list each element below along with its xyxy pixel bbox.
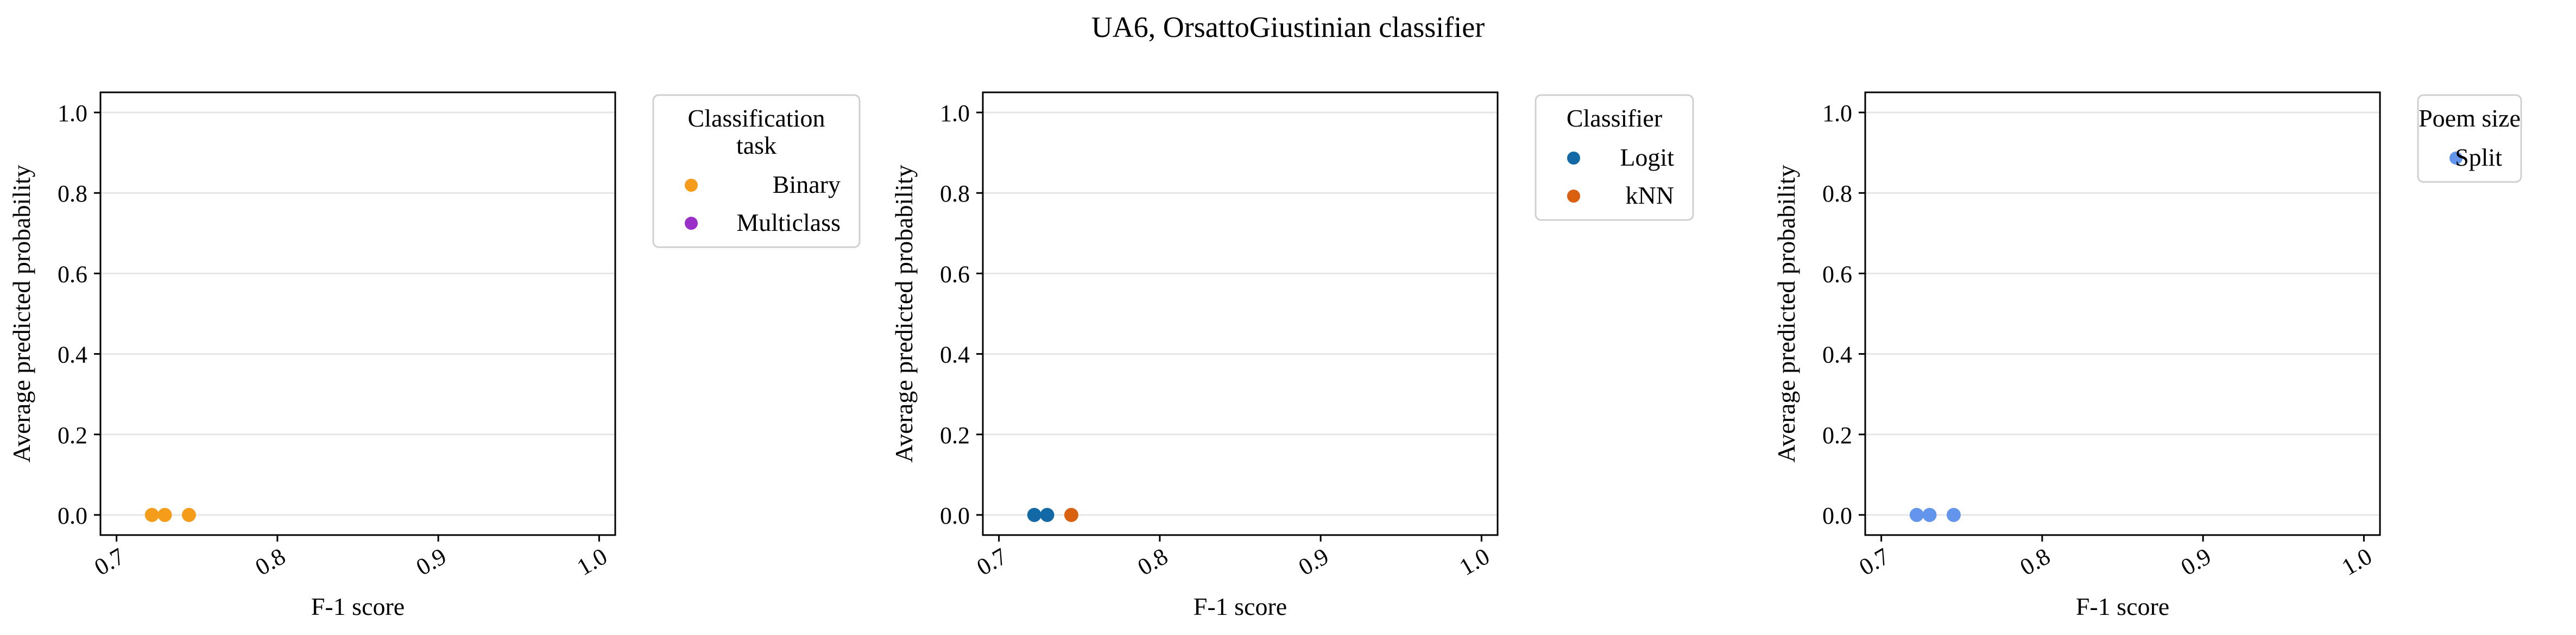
legend-title: Poem size [2419, 104, 2521, 132]
x-tick-label: 1.0 [2337, 543, 2376, 581]
data-point [1946, 507, 1961, 522]
y-tick-label: 0.0 [1822, 502, 1852, 529]
legend-title: task [736, 131, 776, 159]
x-tick-label: 1.0 [572, 543, 611, 581]
x-tick-label: 1.0 [1455, 543, 1494, 581]
y-tick-label: 0.8 [1822, 180, 1852, 207]
legend-title: Classification [688, 104, 825, 132]
chart-panel-3: 0.0 0.2 0.4 0.6 0.8 1.0 0.7 0.8 0.9 1.0 F-1 score A… [1772, 91, 2522, 620]
x-tick-label: 0.9 [412, 543, 451, 581]
y-tick-label: 0.0 [58, 502, 87, 529]
legend-marker [1567, 190, 1580, 203]
legend-marker [685, 217, 698, 230]
data-point [1064, 507, 1078, 522]
x-tick-label: 0.8 [2016, 543, 2055, 581]
x-tick-label: 0.7 [1854, 543, 1893, 581]
x-tick-label: 0.8 [251, 543, 290, 581]
plot-frame [982, 91, 1499, 536]
legend-marker [685, 179, 698, 192]
legend-label: Split [2455, 143, 2502, 171]
data-point [1040, 507, 1055, 522]
data-point [1909, 507, 1924, 522]
y-axis-label: Average predicted probability [1772, 165, 1800, 462]
legend-label: Multiclass [736, 209, 841, 236]
legend-label: Logit [1620, 143, 1674, 171]
x-tick-label: 0.9 [2176, 543, 2215, 581]
data-point [1027, 507, 1041, 522]
data-point [181, 507, 196, 522]
y-tick-label: 0.4 [58, 342, 87, 368]
plot-frame [1864, 91, 2381, 536]
y-tick-label: 0.8 [58, 180, 87, 207]
y-tick-label: 0.2 [940, 422, 970, 449]
legend-title: Classifier [1567, 104, 1662, 132]
y-tick-label: 0.8 [940, 180, 970, 207]
chart-panel-2: 0.0 0.2 0.4 0.6 0.8 1.0 0.7 0.8 0.9 1.0 F-1 score A… [890, 91, 1694, 620]
figure-title: UA6, OrsattoGiustinian classifier [1091, 11, 1485, 43]
data-point [1922, 507, 1937, 522]
x-tick-label: 0.7 [90, 543, 129, 581]
y-tick-label: 0.4 [1822, 342, 1852, 368]
y-tick-label: 0.2 [1822, 422, 1852, 449]
y-tick-label: 0.0 [940, 502, 970, 529]
x-axis-label: F-1 score [2076, 593, 2169, 620]
y-tick-label: 0.2 [58, 422, 87, 449]
x-tick-label: 0.8 [1133, 543, 1172, 581]
plot-frame [99, 91, 616, 536]
legend-box [2417, 94, 2522, 183]
legend-box [1535, 94, 1694, 221]
y-tick-label: 1.0 [1822, 100, 1852, 127]
y-tick-label: 0.6 [1822, 261, 1852, 287]
data-point [157, 507, 172, 522]
legend-marker [2449, 152, 2463, 165]
y-axis-label: Average predicted probability [890, 165, 918, 462]
y-tick-label: 0.4 [940, 342, 970, 368]
y-tick-label: 0.6 [58, 261, 87, 287]
y-axis-label: Average predicted probability [8, 165, 35, 462]
legend: Poem size Split [2417, 94, 2522, 183]
y-tick-label: 1.0 [940, 100, 970, 127]
x-axis-label: F-1 score [311, 593, 405, 620]
legend: Classifier Logit kNN [1535, 94, 1694, 221]
y-tick-label: 0.6 [940, 261, 970, 287]
data-point [144, 507, 159, 522]
y-tick-label: 1.0 [58, 100, 87, 127]
legend-label: Binary [773, 171, 841, 198]
x-tick-label: 0.9 [1294, 543, 1333, 581]
chart-panel-1: 0.0 0.2 0.4 0.6 0.8 1.0 0.7 0.8 0.9 1.0 F-1 score A… [8, 91, 861, 620]
legend-box [652, 94, 861, 248]
legend-label: kNN [1626, 181, 1674, 209]
x-tick-label: 0.7 [972, 543, 1011, 581]
x-axis-label: F-1 score [1194, 593, 1287, 620]
legend-marker [1567, 152, 1580, 165]
